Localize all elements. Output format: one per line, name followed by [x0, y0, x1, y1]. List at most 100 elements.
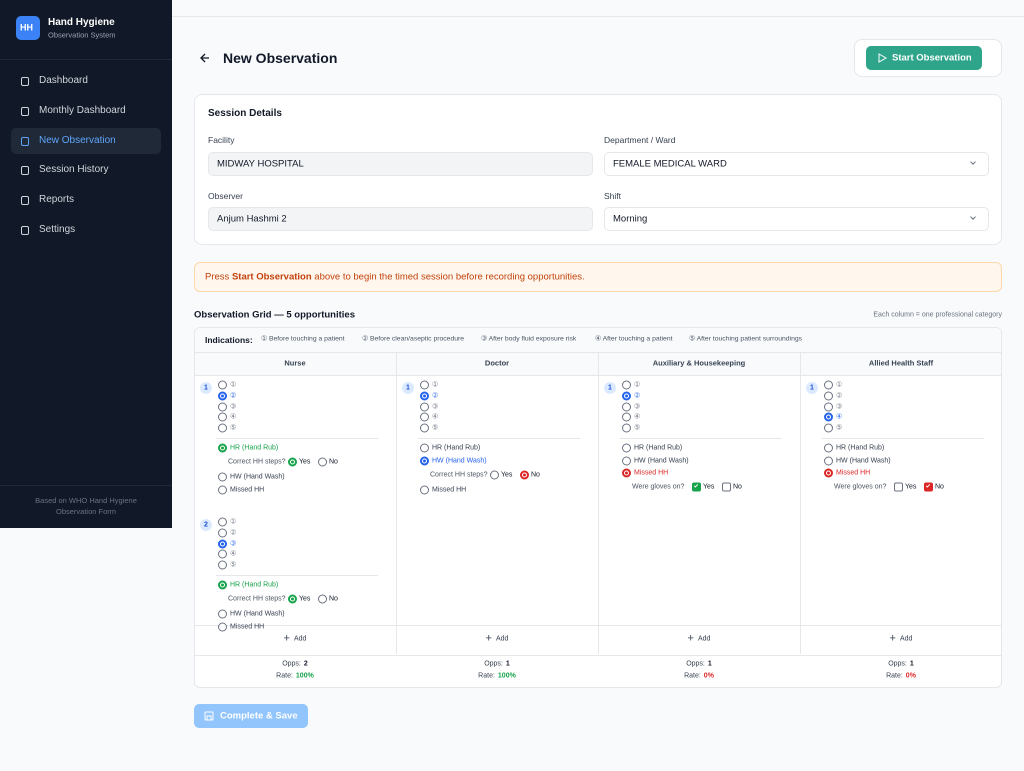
radio[interactable]: [318, 594, 327, 604]
answer-option[interactable]: No: [329, 458, 338, 466]
radio[interactable]: [520, 470, 529, 479]
indication-option[interactable]: ④: [836, 413, 843, 421]
indication-option[interactable]: ④: [230, 550, 237, 558]
radio[interactable]: [622, 443, 631, 453]
answer-option[interactable]: No: [531, 471, 540, 478]
radio[interactable]: [218, 412, 227, 422]
answer-option[interactable]: No: [329, 595, 338, 603]
radio[interactable]: [218, 485, 227, 494]
indication-option[interactable]: ①: [634, 381, 641, 389]
radio[interactable]: [622, 412, 631, 422]
radio[interactable]: [420, 456, 429, 465]
checkbox[interactable]: [692, 482, 701, 492]
field-input[interactable]: [208, 152, 593, 176]
action-option[interactable]: HW (Hand Wash): [634, 457, 689, 464]
radio[interactable]: [420, 485, 429, 494]
radio[interactable]: [622, 456, 631, 465]
indication-option[interactable]: ⑤: [230, 561, 237, 569]
radio[interactable]: [420, 391, 429, 401]
checkbox[interactable]: [924, 482, 933, 492]
radio[interactable]: [218, 517, 227, 527]
action-option[interactable]: Missed HH: [634, 469, 669, 477]
radio[interactable]: [218, 391, 227, 401]
radio[interactable]: [218, 549, 227, 559]
radio[interactable]: [218, 528, 227, 538]
radio[interactable]: [420, 443, 429, 453]
checkbox[interactable]: [894, 482, 903, 492]
radio[interactable]: [420, 412, 429, 422]
indication-option[interactable]: ④: [230, 413, 237, 421]
indication-option[interactable]: ⑤: [634, 424, 641, 432]
add-label[interactable]: Add: [293, 635, 307, 643]
indication-option[interactable]: ⑤: [836, 424, 843, 432]
start-button-label[interactable]: Start Observation: [892, 52, 972, 64]
radio[interactable]: [622, 468, 631, 478]
action-option[interactable]: Missed HH: [432, 486, 467, 493]
save-label[interactable]: Complete & Save: [220, 710, 298, 722]
radio[interactable]: [824, 391, 833, 401]
indication-option[interactable]: ③: [230, 403, 237, 410]
action-option[interactable]: HW (Hand Wash): [836, 457, 891, 464]
radio[interactable]: [218, 443, 227, 453]
radio[interactable]: [824, 402, 833, 411]
add-button[interactable]: + Add: [194, 633, 396, 645]
answer-option[interactable]: Yes: [501, 471, 513, 478]
radio[interactable]: [218, 580, 227, 590]
radio[interactable]: [218, 380, 227, 390]
indication-option[interactable]: ③: [836, 403, 843, 410]
nav-item[interactable]: Reports: [39, 194, 75, 205]
answer-option[interactable]: No: [733, 483, 742, 491]
radio[interactable]: [824, 423, 833, 433]
radio[interactable]: [824, 456, 833, 465]
radio[interactable]: [622, 391, 631, 401]
nav-item[interactable]: New Observation: [39, 135, 116, 146]
radio[interactable]: [824, 380, 833, 390]
radio[interactable]: [218, 609, 227, 619]
answer-option[interactable]: No: [935, 483, 944, 491]
radio[interactable]: [420, 402, 429, 411]
indication-option[interactable]: ②: [230, 392, 237, 400]
radio[interactable]: [218, 402, 227, 411]
radio[interactable]: [420, 380, 429, 390]
add-label[interactable]: Add: [697, 635, 711, 643]
answer-option[interactable]: Yes: [905, 483, 917, 491]
back-arrow[interactable]: [199, 52, 211, 64]
indication-option[interactable]: ③: [230, 540, 237, 547]
radio[interactable]: [218, 622, 227, 631]
radio[interactable]: [824, 443, 833, 453]
radio[interactable]: [824, 468, 833, 478]
add-label[interactable]: Add: [899, 635, 913, 643]
indication-option[interactable]: ①: [432, 381, 439, 389]
action-option[interactable]: HR (Hand Rub): [836, 444, 885, 452]
answer-option[interactable]: Yes: [703, 483, 715, 491]
nav-item[interactable]: Settings: [39, 224, 76, 235]
radio[interactable]: [218, 539, 227, 548]
radio[interactable]: [218, 472, 227, 482]
answer-option[interactable]: Yes: [299, 595, 311, 603]
field-input[interactable]: [208, 207, 593, 231]
add-button[interactable]: + Add: [396, 633, 598, 645]
radio[interactable]: [622, 402, 631, 411]
indication-option[interactable]: ⑤: [432, 424, 439, 432]
nav-item[interactable]: Session History: [39, 164, 109, 175]
add-button[interactable]: + Add: [598, 633, 800, 645]
action-option[interactable]: Missed HH: [230, 486, 265, 493]
indication-option[interactable]: ②: [634, 392, 641, 400]
radio[interactable]: [288, 457, 297, 467]
action-option[interactable]: HR (Hand Rub): [432, 444, 481, 452]
radio[interactable]: [420, 423, 429, 433]
radio[interactable]: [622, 423, 631, 433]
action-option[interactable]: HR (Hand Rub): [230, 444, 279, 452]
action-option[interactable]: HW (Hand Wash): [230, 473, 285, 481]
action-option[interactable]: HW (Hand Wash): [432, 457, 487, 464]
indication-option[interactable]: ①: [230, 381, 237, 389]
radio[interactable]: [622, 380, 631, 390]
indication-option[interactable]: ⑤: [230, 424, 237, 432]
indication-option[interactable]: ①: [230, 518, 237, 526]
action-option[interactable]: HR (Hand Rub): [634, 444, 683, 452]
field-input[interactable]: [604, 207, 989, 231]
action-option[interactable]: Missed HH: [230, 623, 265, 630]
checkbox[interactable]: [722, 482, 731, 492]
radio[interactable]: [218, 560, 227, 570]
indication-option[interactable]: ②: [432, 392, 439, 400]
